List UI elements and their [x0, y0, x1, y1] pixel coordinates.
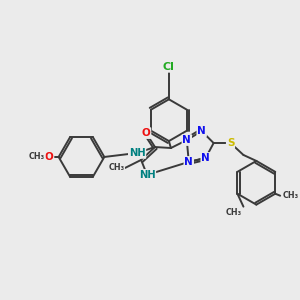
Text: CH₃: CH₃	[225, 208, 242, 217]
Text: Cl: Cl	[163, 61, 175, 71]
Text: CH₃: CH₃	[108, 164, 124, 172]
Text: O: O	[142, 128, 150, 138]
Text: N: N	[184, 157, 193, 167]
Text: NH: NH	[139, 170, 155, 180]
Text: N: N	[201, 153, 210, 163]
Text: CH₃: CH₃	[29, 152, 45, 161]
Text: N: N	[197, 126, 206, 136]
Text: CH₃: CH₃	[283, 191, 299, 200]
Text: Cl: Cl	[163, 61, 175, 71]
Text: NH: NH	[129, 148, 146, 158]
Text: S: S	[227, 138, 234, 148]
Text: N: N	[182, 135, 191, 145]
Text: O: O	[44, 152, 53, 162]
